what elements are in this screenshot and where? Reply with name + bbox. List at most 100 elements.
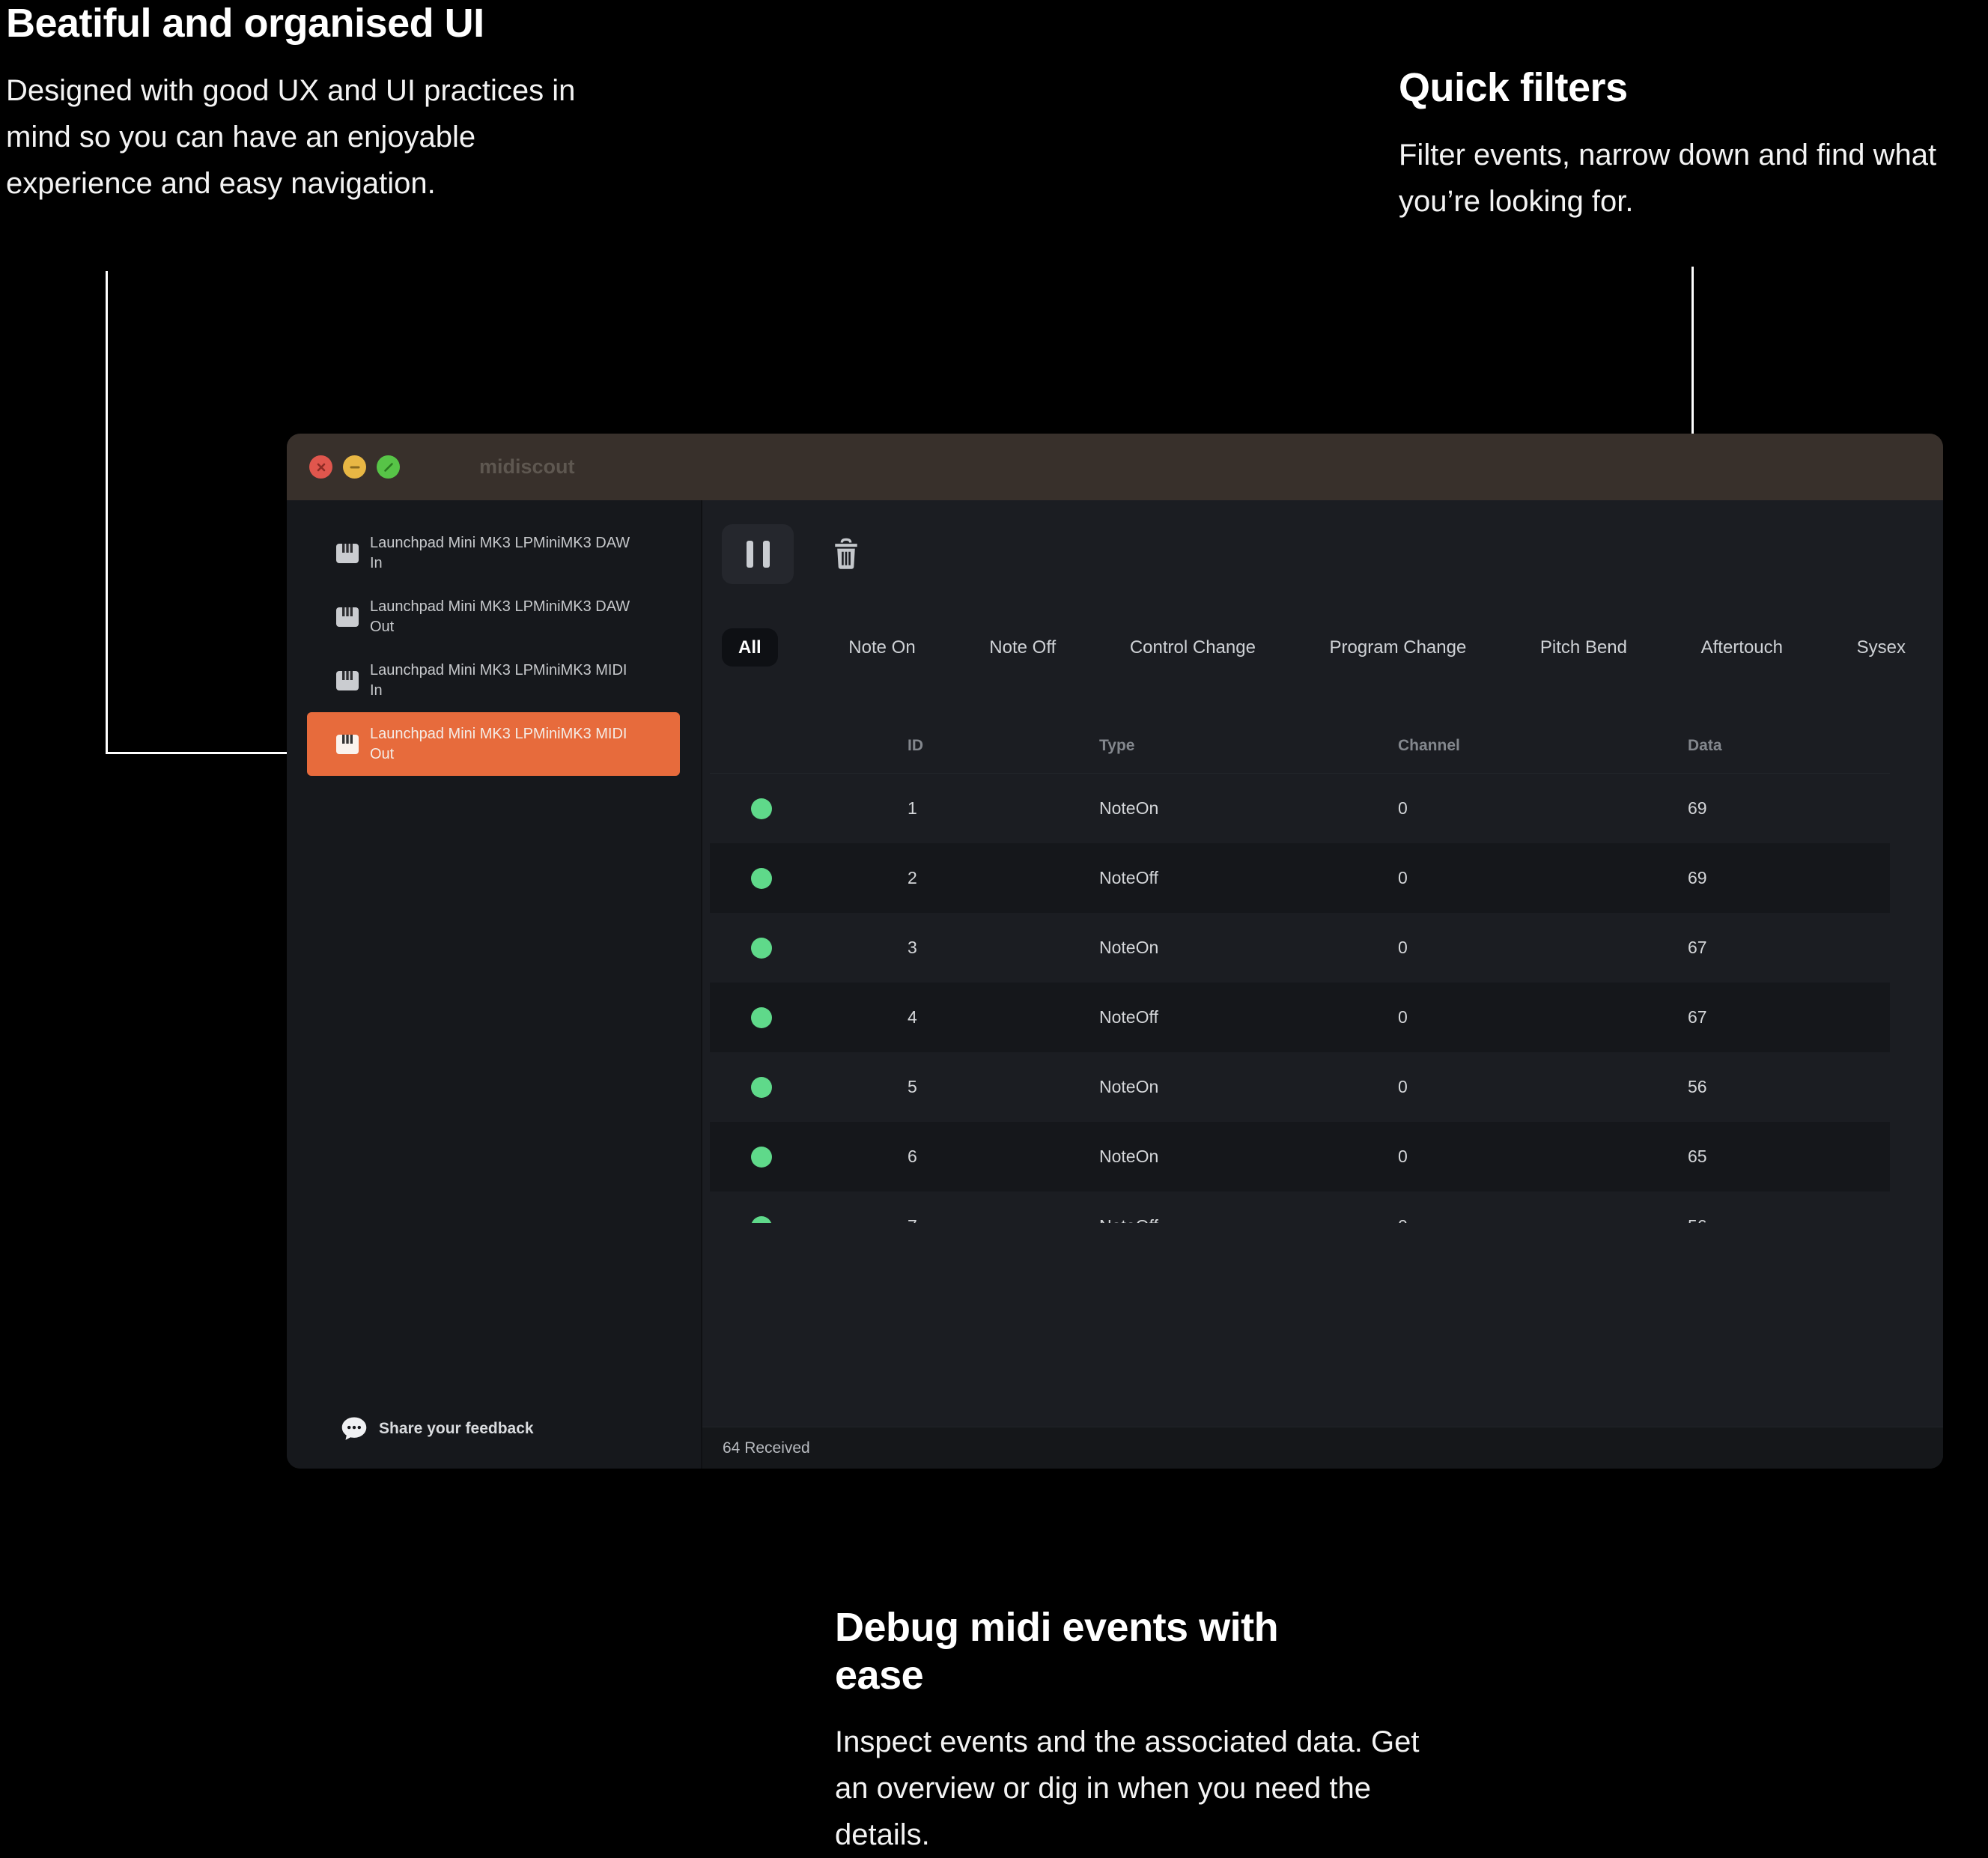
filter-tab-program-change[interactable]: Program Change — [1329, 637, 1467, 658]
event-data: 69 — [1688, 868, 1707, 887]
connector-line-left-vertical — [106, 271, 108, 754]
device-port: In — [370, 681, 383, 699]
event-type: NoteOff — [1099, 1007, 1158, 1027]
annotation-debug-heading: Debug midi events with ease — [835, 1605, 1279, 1698]
device-name: Launchpad Mini MK3 LPMiniMK3 MIDI — [370, 725, 627, 742]
piano-keyboard-icon — [335, 607, 359, 628]
column-header-data: Data — [1688, 737, 1722, 754]
feedback-link[interactable]: Share your feedback — [341, 1416, 534, 1442]
piano-keyboard-icon — [335, 670, 359, 691]
zoom-button[interactable] — [377, 455, 400, 479]
filter-tab-pitch-bend[interactable]: Pitch Bend — [1539, 637, 1627, 658]
event-status-dot — [751, 1076, 772, 1098]
filter-tab-control-change[interactable]: Control Change — [1129, 637, 1256, 658]
filter-tab-aftertouch[interactable]: Aftertouch — [1700, 637, 1784, 658]
event-id: 4 — [908, 1007, 917, 1027]
close-icon — [317, 463, 325, 471]
app-window: midiscout Launchpad Mini MK3 LPMiniMK3 D… — [287, 434, 1943, 1469]
pause-icon — [746, 541, 753, 568]
status-bar: 64 Received — [702, 1427, 1943, 1469]
sidebar-device-item[interactable]: Launchpad Mini MK3 LPMiniMK3 MIDI Out — [307, 712, 680, 776]
window-title: midiscout — [479, 455, 575, 478]
trash-icon — [835, 538, 857, 569]
annotation-debug-body: Inspect events and the associated data. … — [835, 1725, 1420, 1852]
connector-line-left-horizontal — [106, 752, 306, 754]
sidebar: Launchpad Mini MK3 LPMiniMK3 DAW In Laun… — [287, 500, 702, 1469]
event-channel: 0 — [1398, 798, 1408, 818]
event-type: NoteOn — [1099, 938, 1159, 957]
event-data: 67 — [1688, 1007, 1707, 1027]
event-id: 5 — [908, 1077, 917, 1096]
event-status-dot — [751, 937, 772, 959]
event-id: 6 — [908, 1147, 917, 1166]
device-port: Out — [370, 745, 395, 762]
event-id: 1 — [908, 798, 917, 818]
event-channel: 0 — [1398, 1147, 1408, 1166]
event-type: NoteOn — [1099, 798, 1159, 818]
sidebar-device-item[interactable]: Launchpad Mini MK3 LPMiniMK3 DAW In — [307, 521, 680, 585]
pause-button[interactable] — [722, 524, 794, 584]
annotation-ui-heading: Beatiful and organised UI — [6, 1, 484, 46]
piano-keyboard-icon — [335, 543, 359, 564]
event-data: 65 — [1688, 1147, 1707, 1166]
device-port: Out — [370, 618, 395, 635]
clear-events-button[interactable] — [825, 533, 867, 575]
event-status-dot — [751, 798, 772, 819]
event-status-dot — [751, 1007, 772, 1028]
window-content: Launchpad Mini MK3 LPMiniMK3 DAW In Laun… — [287, 500, 1943, 1469]
filter-tab-all[interactable]: All — [722, 628, 778, 667]
table-header: ID Type Channel Data — [710, 719, 1890, 774]
event-channel: 0 — [1398, 1007, 1408, 1027]
annotation-filters-body: Filter events, narrow down and find what… — [1399, 138, 1937, 218]
annotation-filters: Quick filters Filter events, narrow down… — [1399, 64, 1983, 225]
event-id: 7 — [908, 1216, 1099, 1223]
sidebar-device-item[interactable]: Launchpad Mini MK3 LPMiniMK3 DAW Out — [307, 585, 680, 649]
event-type: NoteOn — [1099, 1077, 1159, 1096]
event-row[interactable]: 7 NoteOff 0 56 — [710, 1191, 1890, 1223]
event-type: NoteOff — [1099, 1216, 1398, 1223]
event-type: NoteOff — [1099, 868, 1158, 887]
annotation-ui-body: Designed with good UX and UI practices i… — [6, 73, 576, 200]
event-status-dot — [751, 1215, 772, 1223]
zoom-icon — [383, 462, 393, 472]
event-data: 56 — [1688, 1077, 1707, 1096]
minimize-icon — [350, 466, 359, 468]
device-name: Launchpad Mini MK3 LPMiniMK3 DAW — [370, 598, 630, 615]
column-header-type: Type — [1099, 737, 1135, 754]
event-data: 56 — [1688, 1216, 1890, 1223]
events-table: ID Type Channel Data 1 NoteOn 0 69 2 Not… — [710, 719, 1890, 1223]
titlebar[interactable]: midiscout — [287, 434, 1943, 500]
event-id: 3 — [908, 938, 917, 957]
device-port: In — [370, 554, 383, 571]
main-pane: All Note On Note Off Control Change Program … — [702, 500, 1943, 1469]
filter-tab-note-off[interactable]: Note Off — [989, 637, 1057, 658]
device-name: Launchpad Mini MK3 LPMiniMK3 DAW — [370, 534, 630, 551]
annotation-ui: Beatiful and organised UI Designed with … — [6, 0, 605, 207]
event-row[interactable]: 3 NoteOn 0 67 — [710, 913, 1890, 983]
event-status-dot — [751, 867, 772, 889]
event-row[interactable]: 1 NoteOn 0 69 — [710, 774, 1890, 843]
event-channel: 0 — [1398, 868, 1408, 887]
event-data: 69 — [1688, 798, 1707, 818]
table-body: 1 NoteOn 0 69 2 NoteOff 0 69 3 NoteOn 0 … — [710, 774, 1890, 1223]
minimize-button[interactable] — [343, 455, 366, 479]
speech-bubble-icon — [341, 1416, 368, 1442]
event-channel: 0 — [1398, 938, 1408, 957]
column-header-id: ID — [908, 737, 923, 754]
device-name: Launchpad Mini MK3 LPMiniMK3 MIDI — [370, 661, 627, 678]
filter-tabs: All Note On Note Off Control Change Program … — [722, 628, 1909, 667]
event-row[interactable]: 6 NoteOn 0 65 — [710, 1122, 1890, 1191]
filter-tab-sysex[interactable]: Sysex — [1856, 637, 1906, 658]
device-list: Launchpad Mini MK3 LPMiniMK3 DAW In Laun… — [287, 521, 701, 776]
event-status-dot — [751, 1146, 772, 1168]
event-row[interactable]: 5 NoteOn 0 56 — [710, 1052, 1890, 1122]
sidebar-device-item[interactable]: Launchpad Mini MK3 LPMiniMK3 MIDI In — [307, 649, 680, 712]
close-button[interactable] — [309, 455, 332, 479]
event-type: NoteOn — [1099, 1147, 1159, 1166]
filter-tab-note-on[interactable]: Note On — [848, 637, 916, 658]
event-row[interactable]: 4 NoteOff 0 67 — [710, 983, 1890, 1052]
received-count: 64 Received — [723, 1439, 810, 1457]
event-channel: 0 — [1398, 1077, 1408, 1096]
event-row[interactable]: 2 NoteOff 0 69 — [710, 843, 1890, 913]
event-data: 67 — [1688, 938, 1707, 957]
